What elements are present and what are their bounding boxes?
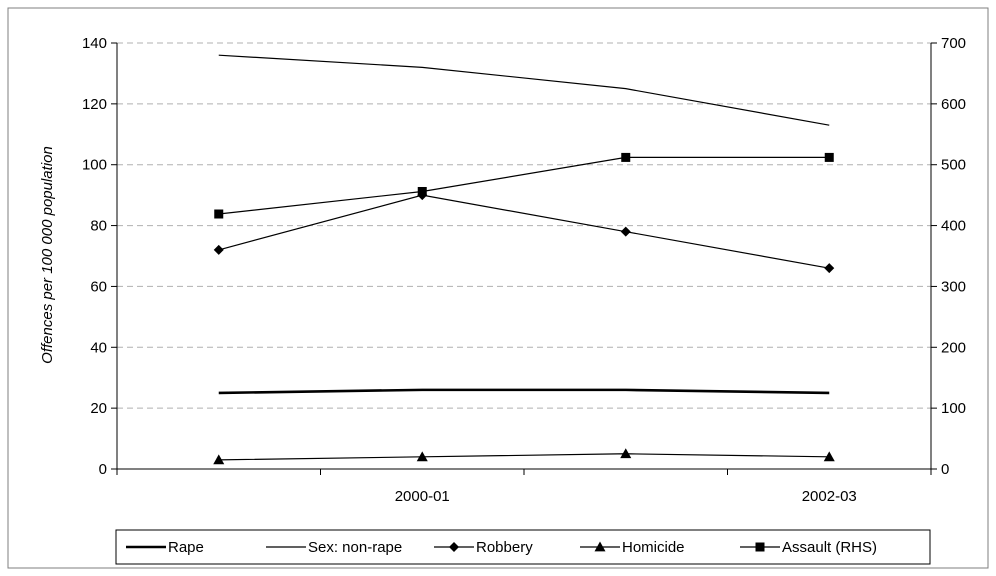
y-tick-label-left: 40 — [90, 339, 107, 356]
series-layer — [213, 54, 835, 465]
series-line-sex-non-rape — [218, 54, 830, 126]
y-tick-label-left: 140 — [82, 35, 107, 52]
series-line-robbery — [218, 194, 830, 269]
y-tick-label-right: 100 — [941, 400, 966, 417]
diamond-marker — [824, 263, 835, 274]
triangle-marker — [213, 454, 225, 465]
legend-label-robbery: Robbery — [476, 539, 533, 556]
diamond-marker — [620, 226, 631, 237]
gridlines — [117, 42, 931, 409]
y-tick-label-right: 700 — [941, 35, 966, 52]
y-tick-label-right: 500 — [941, 157, 966, 174]
y-tick-label-left: 60 — [90, 278, 107, 295]
x-tick-label: 2002-03 — [802, 488, 857, 505]
y-tick-label-left: 100 — [82, 157, 107, 174]
y-tick-label-right: 0 — [941, 461, 949, 478]
axes: 0 20 40 60 80 100 120 140 0 100 200 300 400 500 600 700… — [82, 35, 966, 505]
chart-frame — [7, 7, 989, 569]
triangle-marker — [620, 448, 632, 459]
triangle-marker — [823, 451, 835, 462]
y-tick-label-left: 20 — [90, 400, 107, 417]
triangle-marker — [594, 541, 606, 552]
legend-label-assault-rhs: Assault (RHS) — [782, 539, 877, 556]
y-tick-label-left: 120 — [82, 96, 107, 113]
y-tick-label-right: 600 — [941, 96, 966, 113]
x-tick-label: 2000-01 — [395, 488, 450, 505]
square-marker — [621, 152, 631, 162]
y-tick-label-left: 80 — [90, 218, 107, 235]
legend-label-rape: Rape — [168, 539, 204, 556]
square-marker — [417, 186, 427, 196]
diamond-marker — [449, 542, 459, 552]
square-marker — [214, 209, 224, 219]
series-line-assault-rhs — [218, 156, 830, 215]
legend-label-homicide: Homicide — [622, 539, 685, 556]
series-line-rape — [218, 388, 830, 395]
y-axis-label-left: Offences per 100 000 population — [39, 146, 56, 364]
legend-label-sex-non-rape: Sex: non-rape — [308, 539, 402, 556]
y-tick-label-left: 0 — [99, 461, 107, 478]
series-line-homicide — [218, 453, 830, 461]
triangle-marker — [416, 451, 428, 462]
y-tick-label-right: 200 — [941, 339, 966, 356]
square-marker — [755, 542, 765, 552]
square-marker — [824, 152, 834, 162]
legend-box — [115, 529, 931, 565]
legend: Rape Sex: non-rape Robbery Homicide Assault … — [115, 529, 931, 565]
y-tick-label-right: 400 — [941, 218, 966, 235]
diamond-marker — [213, 244, 224, 255]
y-tick-label-right: 300 — [941, 278, 966, 295]
